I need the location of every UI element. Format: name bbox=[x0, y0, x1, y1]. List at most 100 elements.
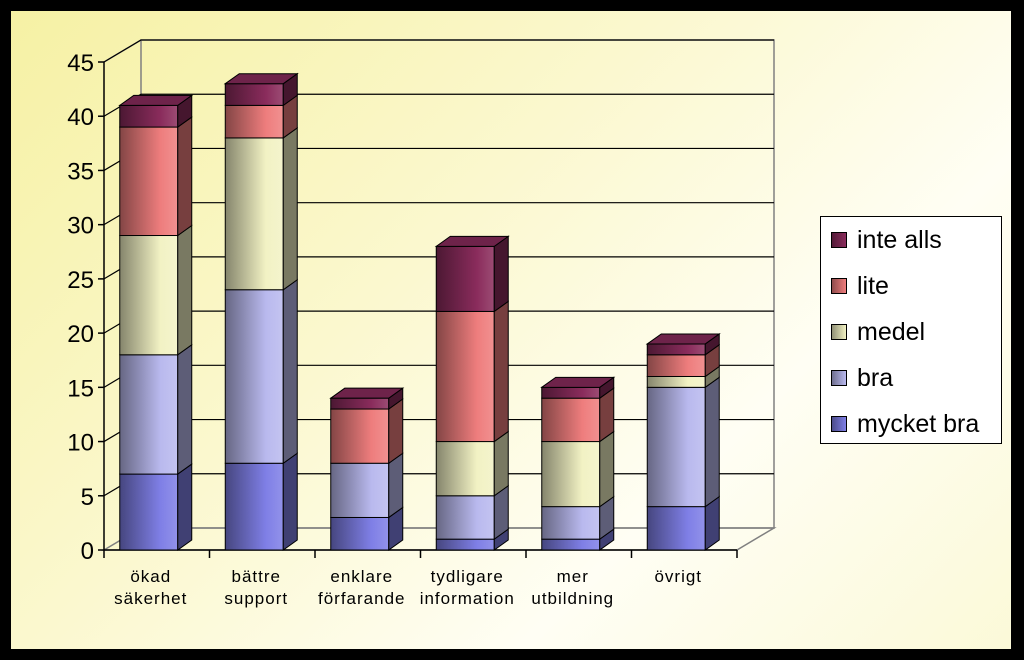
legend-label: bra bbox=[857, 363, 894, 392]
category-label: information bbox=[420, 589, 515, 608]
bar-front bbox=[646, 375, 706, 388]
bar-front bbox=[119, 473, 179, 551]
legend-swatch bbox=[831, 324, 847, 340]
bar-front bbox=[435, 495, 495, 540]
stacked-bar-chart-3d: 0 5 10 15 20 25 30 35 40 45 ökad säkerhet bättre supp… bbox=[67, 39, 777, 608]
gridline bbox=[103, 93, 774, 117]
gridline bbox=[103, 39, 774, 63]
bar-segment bbox=[646, 376, 720, 508]
category-label: säkerhet bbox=[114, 589, 187, 608]
bar-front bbox=[224, 289, 284, 464]
bar-side bbox=[282, 452, 298, 551]
y-tick-label: 35 bbox=[67, 158, 94, 185]
bar-front bbox=[224, 83, 284, 106]
bar-front bbox=[119, 235, 179, 356]
category-label: utbildning bbox=[531, 589, 614, 608]
bar-segment bbox=[541, 495, 615, 541]
y-tick-label: 10 bbox=[67, 430, 94, 457]
bar-top-cap bbox=[329, 387, 405, 399]
chart-legend: inte alls lite medel bra mycket bra bbox=[820, 216, 1002, 444]
legend-label: medel bbox=[857, 317, 926, 346]
bar-front bbox=[119, 354, 179, 475]
bar-front bbox=[224, 104, 284, 139]
bar-front bbox=[435, 310, 495, 443]
bar-side bbox=[177, 463, 193, 551]
category-label: övrigt bbox=[654, 567, 702, 586]
y-tick-label: 20 bbox=[67, 321, 94, 348]
bar-front bbox=[541, 441, 601, 508]
bar-segment bbox=[119, 463, 193, 551]
bar-segment bbox=[224, 278, 298, 465]
category-label: förfarande bbox=[318, 589, 406, 608]
bar-side bbox=[599, 430, 615, 508]
bar-segment bbox=[119, 343, 193, 476]
bar-front bbox=[435, 441, 495, 497]
bar-segment bbox=[119, 224, 193, 356]
bar-side bbox=[282, 126, 298, 291]
bar-front bbox=[541, 386, 601, 399]
gridline bbox=[103, 202, 774, 226]
category-label: mer bbox=[557, 567, 589, 586]
bar-segment bbox=[435, 430, 509, 497]
bar-front bbox=[330, 462, 390, 518]
bar-front bbox=[435, 538, 495, 551]
gridline bbox=[103, 147, 774, 171]
legend-item: bra bbox=[831, 363, 893, 393]
category-label: tydligare bbox=[431, 567, 504, 586]
bar-front bbox=[330, 408, 390, 464]
bar-side bbox=[388, 452, 404, 519]
bar-segment bbox=[541, 430, 615, 508]
legend-item: medel bbox=[831, 317, 925, 347]
bar-segment bbox=[119, 116, 193, 237]
legend-label: mycket bra bbox=[857, 409, 980, 438]
category-label: bättre bbox=[232, 567, 281, 586]
bar-segment bbox=[435, 235, 509, 313]
legend-item: lite bbox=[831, 271, 889, 301]
bar-front bbox=[435, 245, 495, 312]
bar-side bbox=[388, 398, 404, 465]
bar-top-cap bbox=[645, 333, 721, 345]
bar-side bbox=[177, 224, 193, 356]
y-tick-label: 40 bbox=[67, 104, 94, 131]
bar-front bbox=[646, 506, 706, 551]
bar-top-cap bbox=[118, 94, 194, 106]
bar-front bbox=[541, 397, 601, 443]
category-label: enklare bbox=[330, 567, 393, 586]
bar-side bbox=[493, 235, 509, 313]
y-tick-label: 25 bbox=[67, 267, 94, 294]
bar-side bbox=[282, 278, 298, 465]
legend-swatch bbox=[831, 278, 847, 294]
y-tick-label: 15 bbox=[67, 375, 94, 402]
category-label: ökad bbox=[130, 567, 171, 586]
bar-segment bbox=[435, 484, 509, 541]
bar-top-cap bbox=[223, 73, 299, 85]
bar-side bbox=[177, 116, 193, 237]
bar-front bbox=[541, 506, 601, 540]
bar-front bbox=[646, 386, 706, 508]
y-tick-label: 0 bbox=[81, 538, 94, 565]
bar-front bbox=[646, 343, 706, 356]
legend-item: mycket bra bbox=[831, 409, 979, 439]
bar-segment bbox=[224, 452, 298, 551]
bar-front bbox=[541, 538, 601, 551]
bar-front bbox=[330, 516, 390, 551]
legend-label: lite bbox=[857, 271, 889, 300]
bar-front bbox=[224, 137, 284, 291]
y-tick-label: 5 bbox=[81, 484, 94, 511]
bar-segment bbox=[330, 506, 404, 551]
bar-top-cap bbox=[540, 376, 616, 388]
category-label: support bbox=[224, 589, 288, 608]
bar-side bbox=[704, 376, 720, 508]
legend-label: inte alls bbox=[857, 225, 942, 254]
bar-side bbox=[493, 300, 509, 443]
legend-swatch bbox=[831, 370, 847, 386]
legend-item: inte alls bbox=[831, 225, 942, 255]
bar-top-cap bbox=[434, 235, 510, 247]
bar-front bbox=[646, 354, 706, 377]
bar-front bbox=[224, 462, 284, 551]
bar-segment bbox=[224, 126, 298, 291]
bar-front bbox=[119, 126, 179, 237]
legend-swatch bbox=[831, 416, 847, 432]
bar-front bbox=[330, 397, 390, 410]
bar-segment bbox=[330, 398, 404, 465]
